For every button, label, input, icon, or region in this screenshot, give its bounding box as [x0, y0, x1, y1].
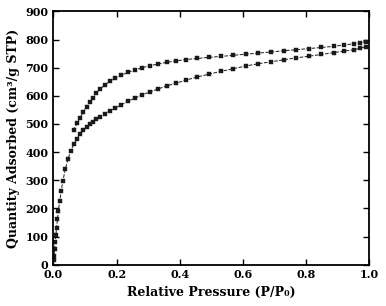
X-axis label: Relative Pressure (P/P₀): Relative Pressure (P/P₀): [127, 286, 296, 299]
Y-axis label: Quantity Adsorbed (cm³/g STP): Quantity Adsorbed (cm³/g STP): [7, 28, 20, 248]
